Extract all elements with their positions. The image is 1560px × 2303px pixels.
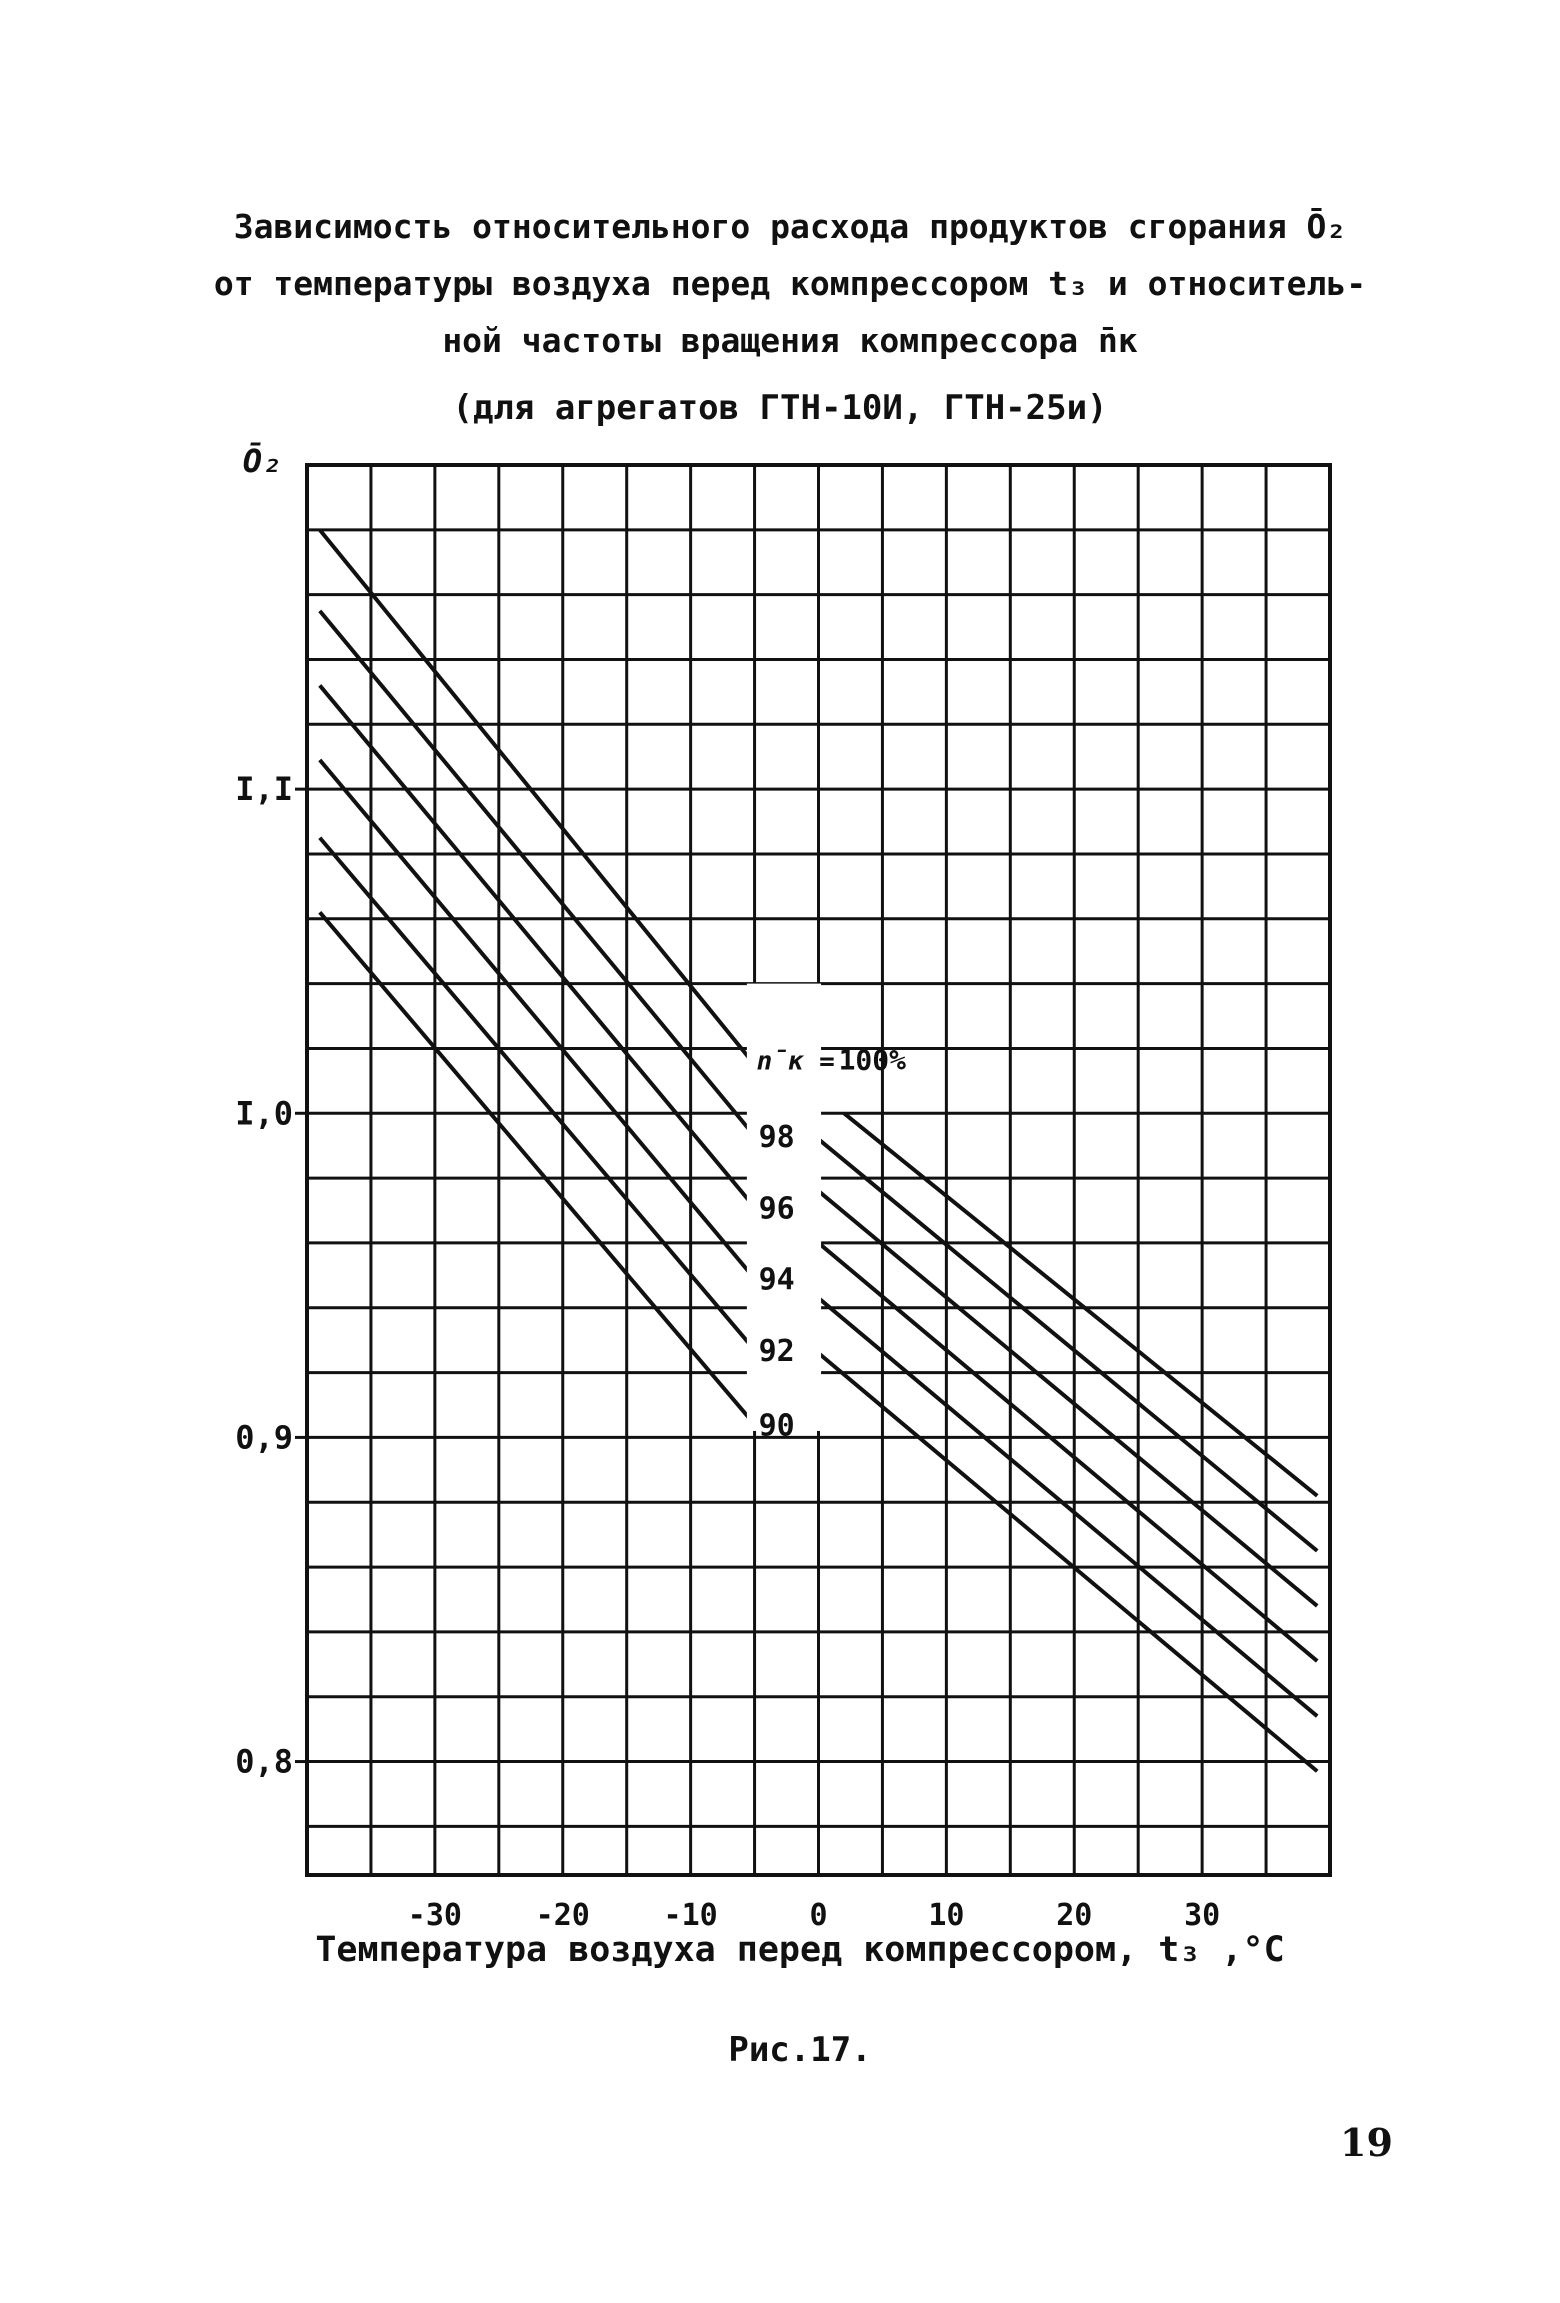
series-label-98: 98 — [759, 1120, 795, 1155]
figure-caption: Рис.17. — [728, 2030, 872, 2070]
x-tick-label: 10 — [928, 1898, 964, 1933]
x-tick-label: -20 — [536, 1898, 590, 1933]
series-line-left-90 — [318, 911, 757, 1426]
x-axis-label: Температура воздуха перед компрессором, … — [315, 1930, 1285, 1970]
title-line-1: Зависимость относительного расхода проду… — [233, 207, 1347, 246]
y-tick-label: I,0 — [235, 1094, 293, 1132]
series-label-94: 94 — [759, 1263, 795, 1298]
plot-frame — [305, 463, 1332, 1877]
series-line-right-90 — [817, 1351, 1319, 1773]
series-label-90: 90 — [759, 1408, 795, 1443]
x-tick-label: -10 — [664, 1898, 718, 1933]
series-line-left-100% — [318, 528, 757, 1066]
y-tick-label: I,I — [235, 770, 293, 808]
series-line-left-98 — [318, 609, 757, 1138]
series-line-right-98 — [817, 1137, 1319, 1553]
grid — [307, 465, 1330, 1875]
series-line-right-96 — [817, 1189, 1319, 1608]
series-labels: n̄к = 100% 98 96 94 92 90 — [746, 983, 907, 1443]
legend-prefix: n̄к = — [757, 1047, 835, 1077]
chart-title: Зависимость относительного расхода проду… — [200, 198, 1380, 369]
series-label-100%: 100% — [839, 1044, 907, 1077]
x-tick-label: 30 — [1184, 1898, 1220, 1933]
y-tick-label: 0,9 — [235, 1418, 293, 1456]
y-axis-label: Ō₂ — [243, 442, 282, 480]
series-line-right-94 — [817, 1241, 1319, 1663]
x-tick-label: -30 — [408, 1898, 462, 1933]
label-gap — [746, 983, 822, 1431]
title-line-2: от температуры воздуха перед компрессоро… — [213, 264, 1367, 303]
title-line-3: ной частоты вращения компрессора n̄к — [442, 321, 1138, 360]
series-lines — [318, 528, 1319, 1773]
series-label-96: 96 — [759, 1191, 795, 1226]
series-line-left-94 — [318, 758, 757, 1280]
series-line-left-92 — [318, 836, 757, 1352]
page-number: 19 — [1340, 2120, 1393, 2165]
axes: -30 -20 -10 0 10 20 30 0,8 0,9 I,0 I,I Ō₂ — [235, 442, 1220, 1933]
x-tick-label: 20 — [1056, 1898, 1092, 1933]
y-tick-label: 0,8 — [235, 1743, 293, 1781]
series-line-left-96 — [318, 684, 757, 1209]
x-tick-label: 0 — [809, 1898, 827, 1933]
series-line-right-92 — [817, 1296, 1319, 1718]
series-label-92: 92 — [759, 1334, 795, 1369]
series-line-right-100% — [842, 1111, 1319, 1498]
chart-subtitle: (для агрегатов ГТН-10И, ГТН-25и) — [452, 388, 1108, 428]
